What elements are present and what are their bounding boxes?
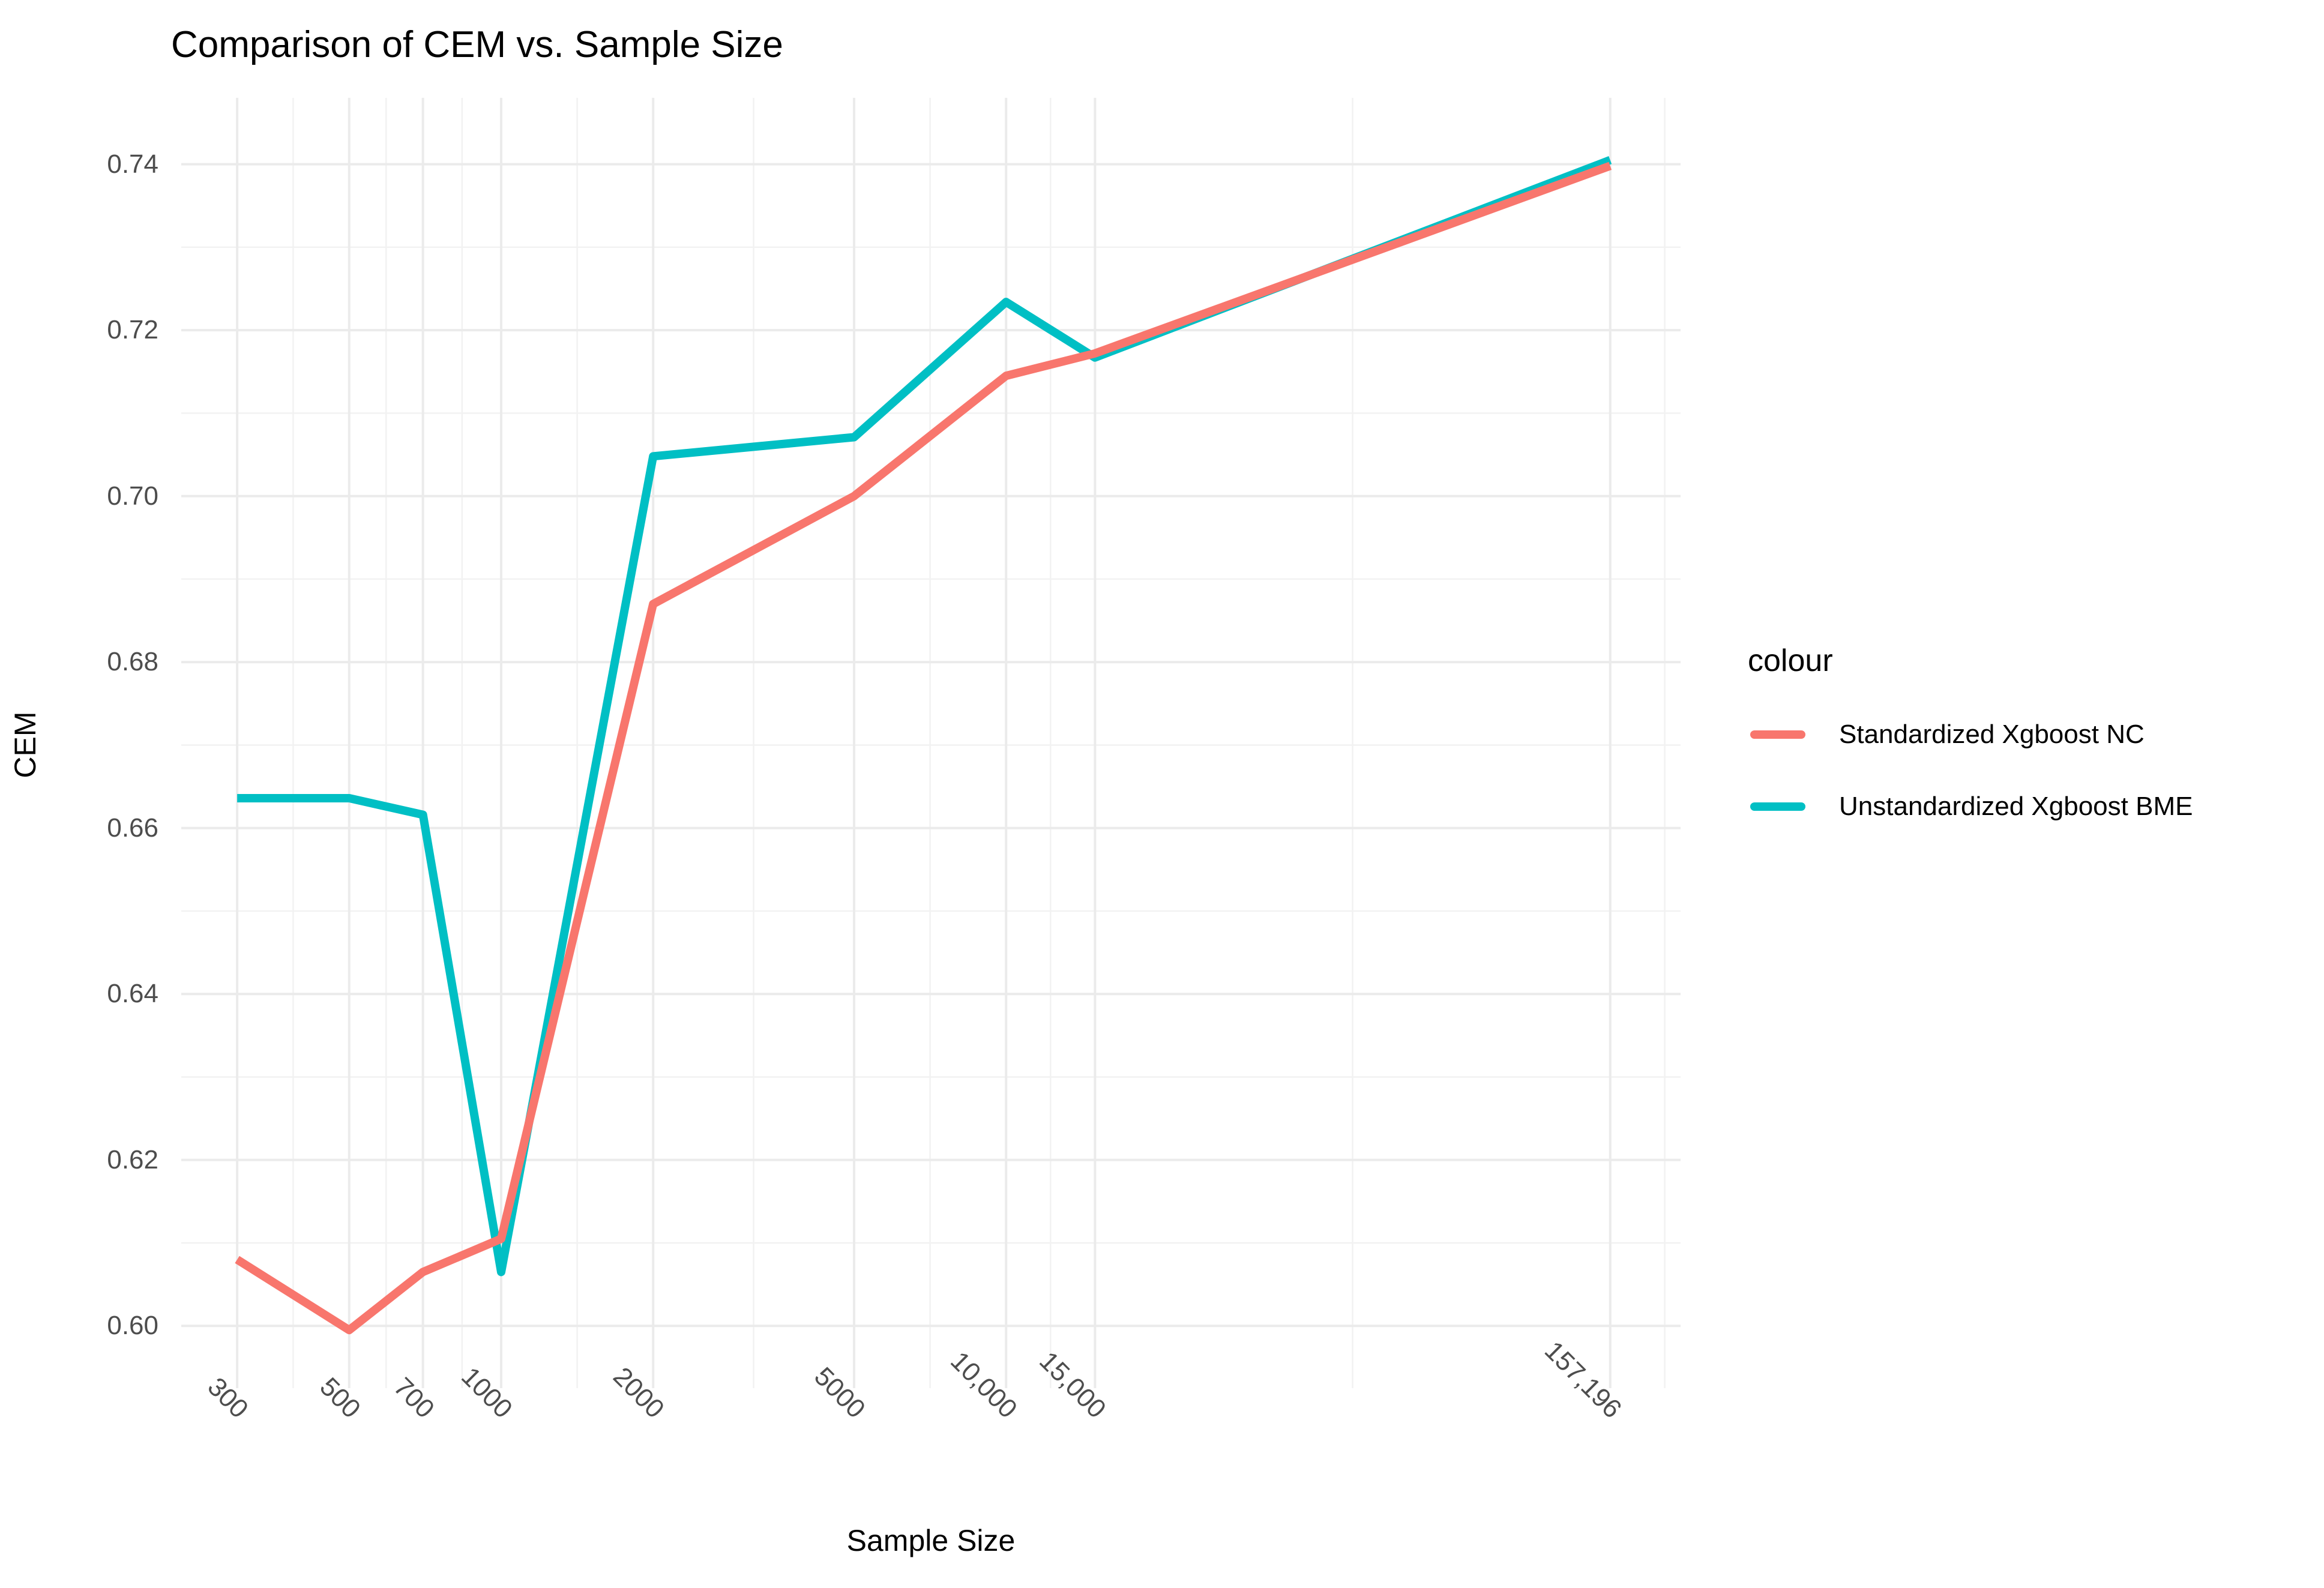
plot-svg <box>181 98 1681 1388</box>
y-tick-label: 0.62 <box>107 1144 158 1174</box>
y-tick-label: 0.74 <box>107 149 158 179</box>
x-axis-title: Sample Size <box>846 1524 1016 1557</box>
y-tick-label: 0.64 <box>107 979 158 1009</box>
legend: colour Standardized Xgboost NC Unstandard… <box>1748 641 2193 828</box>
y-tick-label: 0.68 <box>107 647 158 677</box>
legend-item-label: Unstandardized Xgboost BME <box>1839 792 2193 821</box>
series-line-unstandardized-xgboost-bme <box>237 156 1612 1277</box>
legend-title: colour <box>1748 643 1833 678</box>
legend-line-swatch <box>1750 802 1805 811</box>
legend-item: Unstandardized Xgboost BME <box>1748 785 2193 828</box>
plot-panel <box>181 98 1681 1388</box>
legend-items: Standardized Xgboost NC Unstandardized Xg… <box>1748 713 2193 828</box>
legend-line-swatch <box>1750 730 1805 739</box>
y-tick-label: 0.72 <box>107 315 158 345</box>
y-tick-label: 0.66 <box>107 813 158 843</box>
chart-title: Comparison of CEM vs. Sample Size <box>171 24 783 65</box>
legend-item: Standardized Xgboost NC <box>1748 713 2193 756</box>
legend-item-label: Standardized Xgboost NC <box>1839 720 2145 749</box>
y-tick-label: 0.70 <box>107 481 158 511</box>
series-line-standardized-xgboost-nc <box>235 161 1612 1335</box>
y-tick-label: 0.60 <box>107 1311 158 1341</box>
